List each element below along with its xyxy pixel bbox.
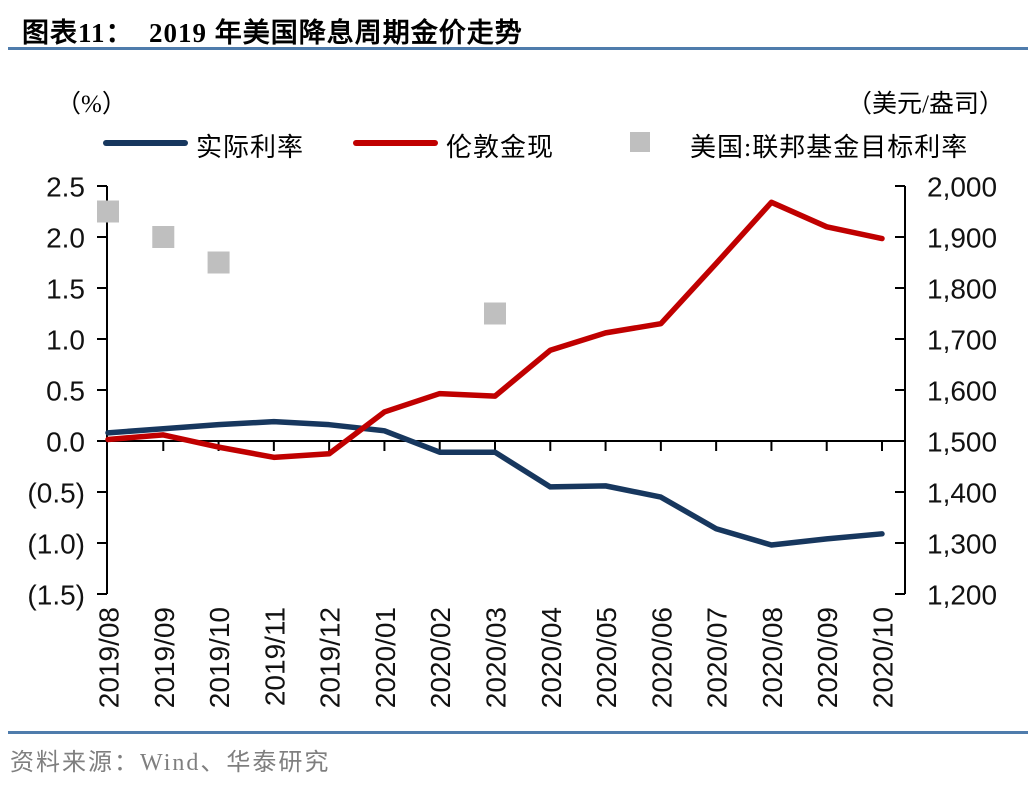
- right-axis-tick-label: 1,700: [927, 325, 997, 356]
- source-note: 资料来源：Wind、华泰研究: [10, 750, 331, 776]
- x-axis-tick-label: 2020/10: [868, 607, 899, 708]
- legend-swatch-london-gold: [353, 140, 438, 146]
- legend-label-london-gold: 伦敦金现: [446, 133, 555, 162]
- legend-swatch-fed-target-rate: [630, 132, 650, 152]
- x-axis-tick-label: 2020/03: [481, 607, 512, 708]
- left-axis-tick-label: 0.0: [46, 427, 85, 458]
- x-axis-tick-label: 2020/04: [536, 607, 567, 708]
- fed-target-rate-marker: [207, 251, 230, 274]
- x-axis-tick-label: 2019/09: [149, 607, 180, 708]
- left-axis-tick-label: (1.0): [27, 529, 85, 560]
- left-axis-tick-label: (1.5): [27, 580, 85, 611]
- right-axis-tick-label: 1,900: [927, 223, 997, 254]
- left-axis-tick-label: (0.5): [27, 478, 85, 509]
- left-axis-tick-label: 2.5: [46, 172, 85, 203]
- x-axis-tick-label: 2019/08: [94, 607, 125, 708]
- series-line-london-gold: [105, 199, 885, 461]
- right-axis-tick-label: 1,800: [927, 274, 997, 305]
- x-axis-tick-label: 2020/05: [591, 607, 622, 708]
- x-axis-tick-label: 2020/01: [370, 607, 401, 708]
- left-axis-tick-label: 0.5: [46, 376, 85, 407]
- x-axis-tick-label: 2020/07: [702, 607, 733, 708]
- x-axis-tick-label: 2020/08: [757, 607, 788, 708]
- x-axis-tick-label: 2019/11: [259, 607, 290, 706]
- x-axis-tick-label: 2020/09: [812, 607, 843, 708]
- legend-label-fed-target-rate: 美国:联邦基金目标利率: [690, 133, 969, 162]
- left-axis-tick-label: 1.0: [46, 325, 85, 356]
- left-axis-unit: （%）: [56, 91, 127, 118]
- source-divider: [8, 731, 1028, 734]
- right-axis-tick-label: 1,500: [927, 427, 997, 458]
- right-axis-tick-label: 1,600: [927, 376, 997, 407]
- title-divider: [8, 47, 1028, 50]
- fed-target-rate-marker: [484, 302, 506, 325]
- right-axis-tick-label: 2,000: [927, 172, 997, 203]
- right-axis-unit: （美元/盎司）: [847, 91, 1004, 118]
- legend-swatch-real-rate: [103, 140, 188, 146]
- fed-target-rate-marker: [97, 200, 119, 223]
- left-axis-tick-label: 2.0: [46, 223, 85, 254]
- right-axis-tick-label: 1,200: [927, 580, 997, 611]
- fed-target-rate-marker: [152, 226, 175, 248]
- figure-title: 图表11： 2019 年美国降息周期金价走势: [22, 18, 523, 48]
- x-axis-tick-label: 2020/02: [425, 607, 456, 708]
- legend-label-real-rate: 实际利率: [196, 133, 305, 162]
- x-axis-tick-label: 2019/10: [204, 607, 235, 708]
- x-axis-tick-label: 2019/12: [315, 607, 346, 708]
- left-axis-tick-label: 1.5: [46, 274, 85, 305]
- right-axis-tick-label: 1,400: [927, 478, 997, 509]
- series-line-real-rate: [105, 418, 885, 548]
- right-axis-tick-label: 1,300: [927, 529, 997, 560]
- x-axis-tick-label: 2020/06: [646, 607, 677, 708]
